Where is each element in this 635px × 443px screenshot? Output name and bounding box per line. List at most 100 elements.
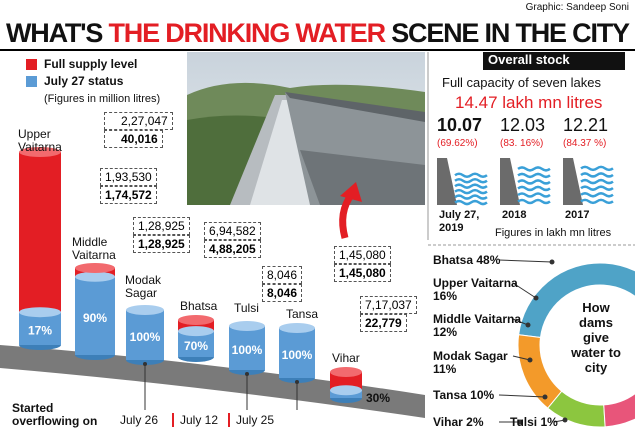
share-name: Middle Vaitarna xyxy=(433,312,522,326)
stock-note: Figures in lakh mn litres xyxy=(495,227,612,239)
share-percent: 10% xyxy=(470,388,495,402)
share-name: Tulsi xyxy=(510,415,538,429)
wave xyxy=(517,179,551,185)
stock-title: Overall stock xyxy=(488,52,570,67)
title-part: WHAT'S xyxy=(6,18,103,48)
wave xyxy=(580,178,614,185)
full-supply-value: 1,28,925 xyxy=(133,217,190,235)
legend-label: July 27 status xyxy=(44,74,124,88)
share-name: Tansa xyxy=(433,388,467,402)
dam-icon xyxy=(563,158,583,205)
wave xyxy=(517,166,551,172)
status-value: 22,779 xyxy=(360,314,407,332)
stock-header xyxy=(483,52,625,70)
status-value: 4,88,205 xyxy=(204,240,261,258)
leader xyxy=(498,394,546,398)
wave xyxy=(517,172,551,179)
water-level xyxy=(580,165,614,205)
leader-dot xyxy=(549,259,555,265)
leader-dot xyxy=(527,357,533,363)
percent-label: 100% xyxy=(282,348,313,362)
water-level xyxy=(517,166,551,205)
water-surface xyxy=(75,271,115,282)
share-label: Upper Vaitarna 16% xyxy=(433,277,518,303)
share-percent: 1% xyxy=(540,415,558,429)
leader xyxy=(512,355,531,361)
stock-percent: (84.37 %) xyxy=(563,138,607,149)
arrow xyxy=(339,191,355,239)
status-value: 40,016 xyxy=(104,130,163,148)
wave xyxy=(517,192,551,198)
photo xyxy=(187,52,425,205)
donut-segment xyxy=(603,393,635,428)
stock-percent: (69.62%) xyxy=(437,138,478,149)
share-percent: 48% xyxy=(476,253,501,267)
status-value: 1,45,080 xyxy=(334,264,391,282)
share-name: Vihar xyxy=(433,415,463,429)
wave xyxy=(454,183,488,189)
percent-label: 17% xyxy=(28,324,52,338)
wave xyxy=(580,192,614,198)
share-label: Middle Vaitarna 12% xyxy=(433,313,521,339)
wave xyxy=(454,177,488,184)
dam-icon xyxy=(437,158,457,205)
cylinder-top xyxy=(75,263,115,273)
pointer-dot xyxy=(245,372,249,376)
leader-dot xyxy=(562,417,568,423)
water-surface xyxy=(330,385,362,396)
stock-value: 10.07 xyxy=(437,115,483,135)
leader-dot xyxy=(517,419,523,425)
percent-label: 100% xyxy=(130,330,161,344)
overflow-date: July 25 xyxy=(236,413,275,427)
wave xyxy=(580,185,614,191)
full-supply-value: 6,94,582 xyxy=(204,222,261,240)
share-percent: 2% xyxy=(466,415,484,429)
title: WHAT'S THE DRINKING WATER SCENE IN THE C… xyxy=(6,18,630,48)
status-value: 1,74,572 xyxy=(100,186,157,204)
full-supply-value: 7,17,037 xyxy=(360,296,417,314)
stock-year: 2018 xyxy=(502,209,527,221)
legend-note: (Figures in million litres) xyxy=(44,93,161,105)
share-name: Bhatsa xyxy=(433,253,474,267)
stock-capacity: 14.47 lakh mn litres xyxy=(455,93,603,112)
water-level xyxy=(454,172,488,206)
share-label: Vihar 2% xyxy=(433,416,483,429)
ground xyxy=(0,345,425,418)
leader-dot xyxy=(525,322,531,328)
legend-swatch xyxy=(26,59,37,70)
wave xyxy=(580,198,614,205)
credit: Graphic: Sandeep Soni xyxy=(525,2,629,13)
cylinder-water xyxy=(19,312,61,345)
water-surface xyxy=(229,321,265,331)
full-supply-value: 1,93,530 xyxy=(100,168,157,186)
share-percent: 16% xyxy=(433,289,458,303)
stock-subtitle: Full capacity of seven lakes xyxy=(442,75,601,90)
leader-dot xyxy=(533,295,539,301)
title-part: THE DRINKING WATER xyxy=(108,18,387,48)
full-supply-value: 1,45,080 xyxy=(334,246,391,264)
share-percent: 11% xyxy=(433,362,457,376)
stock-value: 12.03 xyxy=(500,115,546,135)
share-percent: 12% xyxy=(433,325,458,339)
lake-name: Vihar xyxy=(332,351,360,365)
share-label: Tulsi 1% xyxy=(510,416,558,429)
wave xyxy=(454,194,488,200)
date-separator xyxy=(228,413,230,427)
lake-name: Tulsi xyxy=(234,301,259,315)
leader-dot xyxy=(542,394,548,400)
overflow-date: July 12 xyxy=(180,413,219,427)
wave xyxy=(517,198,551,205)
lake-name: Tansa xyxy=(286,307,319,321)
share-label: Bhatsa 48% xyxy=(433,254,500,267)
share-label: Tansa 10% xyxy=(433,389,494,402)
share-label: Modak Sagar 11% xyxy=(433,350,508,376)
stock-year: 2017 xyxy=(565,209,590,221)
status-value: 1,28,925 xyxy=(133,235,190,253)
cylinder-water xyxy=(279,328,315,378)
date-separator xyxy=(172,413,174,427)
share-title: How dams give water to city xyxy=(571,300,621,375)
water-surface xyxy=(126,305,164,315)
cylinder-top xyxy=(178,315,214,325)
dam-icon xyxy=(500,158,520,205)
